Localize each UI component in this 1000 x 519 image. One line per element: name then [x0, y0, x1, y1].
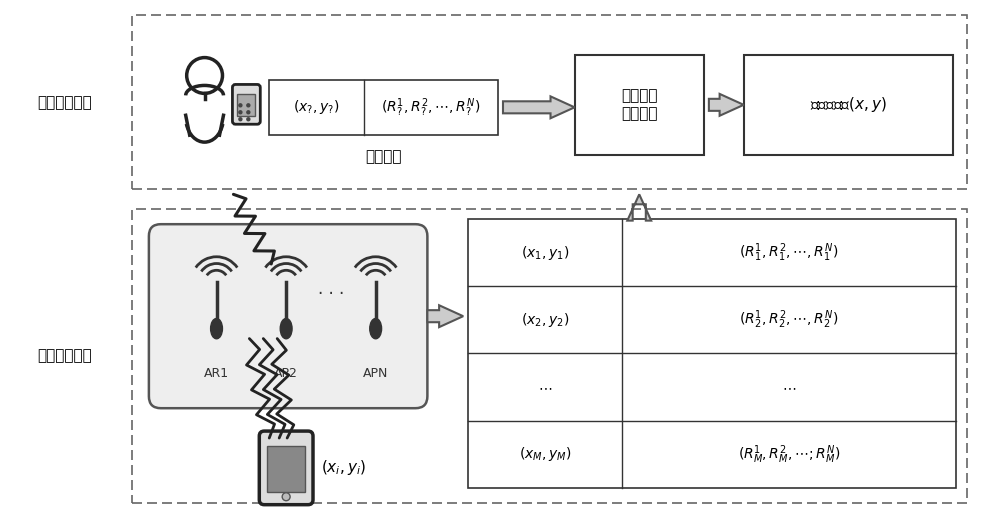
FancyBboxPatch shape: [269, 80, 498, 134]
Polygon shape: [503, 97, 575, 118]
Circle shape: [239, 111, 242, 114]
Text: AP2: AP2: [274, 367, 298, 380]
Ellipse shape: [280, 319, 292, 339]
Text: $(x_1,y_1)$: $(x_1,y_1)$: [521, 244, 569, 262]
Text: 位置指纹: 位置指纹: [365, 149, 402, 164]
Polygon shape: [709, 94, 744, 116]
Text: $(R_2^1,R_2^2,\cdots,R_2^N)$: $(R_2^1,R_2^2,\cdots,R_2^N)$: [739, 309, 839, 331]
Circle shape: [239, 118, 242, 121]
Circle shape: [187, 58, 222, 93]
Text: AR1: AR1: [204, 367, 229, 380]
Text: $(x_i,y_i)$: $(x_i,y_i)$: [321, 458, 366, 477]
Text: $(x_?,y_?)$: $(x_?,y_?)$: [293, 98, 340, 116]
FancyBboxPatch shape: [232, 85, 260, 124]
Text: APN: APN: [363, 367, 388, 380]
Polygon shape: [427, 305, 463, 327]
Text: $(x_M,y_M)$: $(x_M,y_M)$: [519, 445, 572, 463]
Text: 定位结果：$(x, y)$: 定位结果：$(x, y)$: [810, 95, 887, 114]
Text: $\cdots$: $\cdots$: [538, 380, 552, 394]
Circle shape: [247, 118, 250, 121]
Bar: [237, 94, 255, 116]
FancyBboxPatch shape: [259, 431, 313, 504]
Ellipse shape: [370, 319, 382, 339]
Text: $(R_M^1,R_M^2,\cdots;R_M^N)$: $(R_M^1,R_M^2,\cdots;R_M^N)$: [738, 443, 840, 466]
Text: 在线定位阶段: 在线定位阶段: [37, 95, 92, 110]
FancyBboxPatch shape: [149, 224, 427, 408]
Bar: [132, 209, 967, 503]
Circle shape: [282, 493, 290, 501]
Circle shape: [247, 111, 250, 114]
Circle shape: [239, 104, 242, 107]
Text: $\cdots$: $\cdots$: [782, 380, 796, 394]
FancyBboxPatch shape: [744, 55, 953, 155]
Bar: [267, 446, 305, 491]
Ellipse shape: [211, 319, 222, 339]
FancyBboxPatch shape: [468, 219, 956, 488]
FancyBboxPatch shape: [575, 55, 704, 155]
Polygon shape: [627, 194, 651, 221]
Text: 在线定位
估计算法: 在线定位 估计算法: [621, 89, 658, 121]
Text: $(R_?^1,R_?^2,\cdots,R_?^N)$: $(R_?^1,R_?^2,\cdots,R_?^N)$: [381, 96, 481, 119]
Text: $(x_2,y_2)$: $(x_2,y_2)$: [521, 311, 569, 329]
Circle shape: [247, 104, 250, 107]
Text: $(R_1^1,R_1^2,\cdots,R_1^N)$: $(R_1^1,R_1^2,\cdots,R_1^N)$: [739, 241, 839, 264]
Text: 离线训练阶段: 离线训练阶段: [37, 348, 92, 363]
Text: · · ·: · · ·: [318, 285, 344, 303]
Bar: [132, 16, 967, 189]
